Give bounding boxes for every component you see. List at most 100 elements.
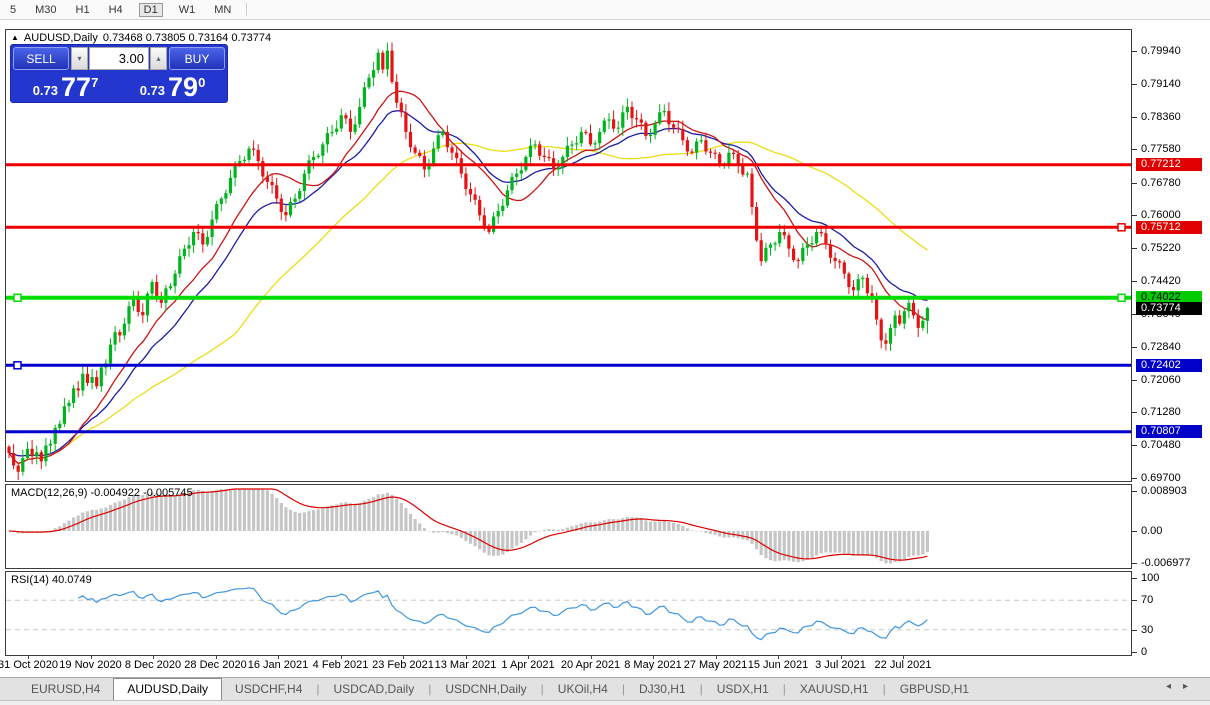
rsi-tick-mark [1132, 600, 1137, 601]
tab-dj30-h1[interactable]: DJ30,H1 [638, 682, 686, 696]
buy-button[interactable]: BUY [169, 47, 225, 70]
ma-line-1 [8, 110, 928, 457]
tab-separator: | [316, 682, 320, 696]
tab-xauusd-h1[interactable]: XAUUSD,H1 [799, 682, 869, 696]
macd-histogram [7, 489, 929, 564]
line-handle[interactable] [1117, 293, 1126, 303]
sell-price-pipette: 7 [91, 75, 99, 90]
tab-usdchf-h4[interactable]: USDCHF,H4 [235, 682, 303, 696]
tab-usdcnh-daily[interactable]: USDCNH,Daily [445, 682, 527, 696]
rsi-indicator-panel: RSI(14) 40.0749 [5, 571, 1132, 656]
rsi-tick-mark [1132, 652, 1137, 653]
date-label: 1 Apr 2021 [501, 659, 555, 671]
buy-price-pipette: 0 [198, 75, 206, 90]
macd-signal-line [8, 488, 928, 561]
timeframe-button-d1[interactable]: D1 [138, 2, 163, 17]
tab-ukoil-h4[interactable]: UKOil,H4 [557, 682, 608, 696]
buy-price-quote[interactable]: 0.73 79 0 [120, 72, 225, 101]
tab-separator: | [621, 682, 625, 696]
volume-input[interactable] [89, 47, 149, 70]
line-handle[interactable] [13, 293, 22, 303]
timeframe-button-w1[interactable]: W1 [178, 3, 196, 16]
price-tick-mark [1132, 412, 1137, 414]
ma-line-0 [8, 141, 928, 465]
tab-audusd-daily[interactable]: AUDUSD,Daily [113, 678, 223, 700]
macd-tick-mark [1132, 491, 1137, 492]
price-tick-mark [1132, 379, 1137, 381]
price-tick-mark [1132, 478, 1137, 479]
volume-control: ▾ ▴ [71, 47, 167, 70]
line-handle[interactable] [13, 361, 22, 370]
tab-separator: | [699, 682, 703, 696]
sell-price-prefix: 0.73 [32, 83, 59, 98]
date-label: 23 Feb 2021 [372, 659, 434, 671]
date-tick [215, 656, 217, 659]
rsi-tick: 100 [1141, 572, 1160, 584]
chart-ohlc-values: 0.73468 0.73805 0.73164 0.73774 [102, 32, 272, 44]
date-label: 20 Apr 2021 [560, 659, 621, 671]
date-label: 28 Dec 2020 [184, 659, 247, 671]
price-tick: 0.77580 [1141, 143, 1181, 156]
date-label: 8 Dec 2020 [124, 659, 182, 671]
timeframe-button-mn[interactable]: MN [214, 3, 232, 16]
macd-tick: 0.008903 [1141, 485, 1187, 497]
tab-usdx-h1[interactable]: USDX,H1 [716, 682, 769, 696]
price-chart-canvas [6, 42, 1131, 481]
timeframe-button-h1[interactable]: H1 [75, 3, 90, 16]
date-label: 27 May 2021 [683, 659, 748, 671]
price-badge-073774: 0.73774 [1136, 301, 1202, 315]
price-tick: 0.74420 [1141, 275, 1181, 288]
date-tick [278, 656, 279, 659]
price-badge-074022: 0.74022 [1136, 291, 1202, 305]
sell-button[interactable]: SELL [13, 47, 69, 70]
date-tick [590, 656, 592, 659]
price-tick-mark [1132, 313, 1137, 315]
status-strip [0, 700, 1210, 705]
date-axis: 31 Oct 2020 19 Nov 2020 8 Dec 2020 28 Dec 2… [0, 656, 1210, 676]
price-tick-mark [1132, 116, 1137, 118]
price-badge-070807: 0.70807 [1136, 425, 1202, 439]
sell-price-quote[interactable]: 0.73 77 7 [13, 72, 118, 101]
buy-price-prefix: 0.73 [139, 83, 166, 98]
date-label: 16 Jan 2021 [247, 659, 309, 671]
tab-scroll-controls: ◂ ▸ [1166, 681, 1188, 692]
volume-decrease-button[interactable]: ▾ [71, 47, 88, 70]
timeframe-toolbar: 5 M30 H1 H4 D1 W1 MN [0, 0, 1210, 20]
ma-line-2 [8, 90, 928, 465]
macd-tick: 0.00 [1141, 525, 1163, 537]
date-tick [528, 656, 529, 659]
date-label: 13 Mar 2021 [434, 659, 497, 671]
price-tick: 0.69700 [1141, 472, 1181, 484]
timeframe-button-m30[interactable]: M30 [35, 3, 57, 16]
macd-indicator-panel: MACD(12,26,9) -0.004922 -0.005745 [5, 484, 1132, 569]
date-label: 3 Jul 2021 [815, 659, 866, 671]
tab-gbpusd-h1[interactable]: GBPUSD,H1 [899, 682, 970, 696]
date-tick [90, 656, 92, 659]
toolbar-separator [246, 3, 248, 16]
one-click-trading-widget: SELL ▾ ▴ BUY 0.73 77 7 0.73 79 0 [10, 44, 228, 103]
chart-tabs: EURUSD,H4 AUDUSD,Daily USDCHF,H4 | USDCAD,Da… [0, 678, 982, 700]
rsi-label: RSI(14) 40.0749 [11, 574, 92, 586]
collapse-chart-icon[interactable]: ▲ [11, 33, 19, 42]
tab-usdcad-daily[interactable]: USDCAD,Daily [333, 682, 415, 696]
timeframe-button-5[interactable]: 5 [10, 3, 17, 16]
line-handle[interactable] [1117, 223, 1126, 232]
volume-increase-button[interactable]: ▴ [150, 47, 167, 70]
macd-tick: -0.006977 [1141, 557, 1191, 569]
price-tick-mark [1132, 149, 1137, 151]
date-tick [653, 656, 654, 659]
date-label: 8 May 2021 [624, 659, 682, 671]
tab-eurusd-h4[interactable]: EURUSD,H4 [31, 682, 101, 696]
rsi-canvas [6, 587, 1131, 641]
date-tick [778, 656, 779, 659]
chart-symbol-period: AUDUSD,Daily [23, 32, 98, 44]
macd-tick-mark [1132, 563, 1137, 564]
tab-scroll-left-icon[interactable]: ◂ [1165, 681, 1171, 692]
date-tick [153, 656, 154, 659]
tab-scroll-right-icon[interactable]: ▸ [1182, 681, 1188, 692]
rsi-tick-mark [1132, 630, 1137, 631]
rsi-tick: 0 [1141, 646, 1148, 658]
main-chart-panel: ▲ AUDUSD,Daily 0.73468 0.73805 0.73164 0… [5, 29, 1132, 482]
date-label: 15 Jun 2021 [747, 659, 809, 671]
timeframe-button-h4[interactable]: H4 [108, 3, 123, 16]
